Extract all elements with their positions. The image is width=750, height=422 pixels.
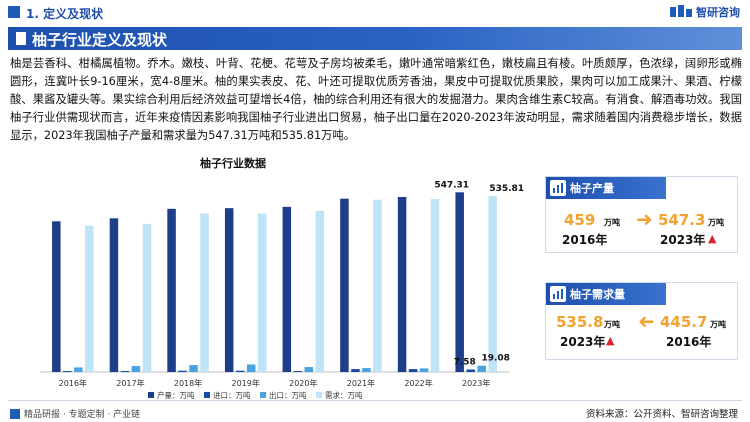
legend-label: 出口：万吨 xyxy=(269,390,307,400)
bar-2021年-需求：万吨 xyxy=(373,199,382,372)
bar-2017年-产量：万吨 xyxy=(109,218,119,372)
bar-2019年-产量：万吨 xyxy=(224,208,234,372)
bar-2023年-产量：万吨 xyxy=(455,192,464,372)
production-2023-year: 2023年 xyxy=(660,233,706,247)
bar-2022年-进口：万吨 xyxy=(408,369,418,372)
production-2023-unit: 万吨 xyxy=(708,218,724,227)
bar-2019年-需求：万吨 xyxy=(257,213,267,372)
data-label: 547.31 xyxy=(434,180,469,190)
x-tick-label: 2019年 xyxy=(232,378,260,388)
x-tick-label: 2023年 xyxy=(462,378,490,388)
arrow-left-icon: ➜ xyxy=(638,309,655,333)
bar-2019年-进口：万吨 xyxy=(235,370,245,372)
bar-2017年-需求：万吨 xyxy=(142,223,152,372)
footer: 精品研报 · 专题定制 · 产业链 资料来源：公开资料、智研咨询整理 xyxy=(0,404,750,422)
bar-2016年-进口：万吨 xyxy=(63,371,72,372)
bar-2018年-需求：万吨 xyxy=(200,213,209,372)
x-tick-label: 2017年 xyxy=(116,378,144,388)
demand-card: 柚子需求量 535.8 万吨 2023年 ▲ ➜ 445.7 万吨 2016年 xyxy=(545,282,738,360)
up-arrow-icon: ▲ xyxy=(708,232,717,245)
bar-2018年-进口：万吨 xyxy=(178,370,187,372)
section-marker-icon xyxy=(8,6,20,18)
production-2016-value: 459 xyxy=(564,211,596,229)
footer-divider xyxy=(8,400,742,401)
bar-2021年-进口：万吨 xyxy=(351,369,360,372)
data-label: 535.81 xyxy=(489,184,524,194)
x-tick-label: 2022年 xyxy=(404,378,432,388)
bar-2019年-出口：万吨 xyxy=(246,364,256,372)
brand-logo[interactable]: 智研咨询 xyxy=(670,4,740,20)
chart-icon xyxy=(550,286,566,302)
footer-tagline-text: 精品研报 · 专题定制 · 产业链 xyxy=(24,410,141,420)
bar-2017年-出口：万吨 xyxy=(131,366,141,372)
legend-label: 产量：万吨 xyxy=(157,390,195,400)
bar-2021年-出口：万吨 xyxy=(362,368,371,372)
bar-2023年-需求：万吨 xyxy=(488,196,497,372)
bar-2018年-产量：万吨 xyxy=(167,208,176,372)
bar-2016年-产量：万吨 xyxy=(52,221,61,372)
demand-2016-unit: 万吨 xyxy=(710,320,726,329)
x-tick-label: 2021年 xyxy=(347,378,375,388)
production-2023-value: 547.3 xyxy=(658,211,706,229)
demand-card-label: 柚子需求量 xyxy=(570,288,625,301)
bar-2022年-出口：万吨 xyxy=(419,368,429,372)
top-bar: 1. 定义及现状 智研咨询 xyxy=(0,0,750,26)
bar-2017年-进口：万吨 xyxy=(120,371,130,372)
brand-mark-icon xyxy=(670,5,692,19)
legend-label: 需求：万吨 xyxy=(325,390,363,400)
data-label: 19.08 xyxy=(481,354,509,364)
up-arrow-icon: ▲ xyxy=(606,334,615,347)
production-card-label: 柚子产量 xyxy=(570,182,614,195)
bar-2020年-出口：万吨 xyxy=(304,367,314,372)
bar-2016年-出口：万吨 xyxy=(74,367,83,372)
x-tick-label: 2018年 xyxy=(174,378,202,388)
chart-icon xyxy=(550,180,566,196)
bar-2023年-出口：万吨 xyxy=(477,365,486,372)
bar-2023年-进口：万吨 xyxy=(466,369,475,372)
bar-2022年-产量：万吨 xyxy=(397,196,407,372)
legend-swatch xyxy=(260,392,266,398)
title-banner: 柚子行业定义及现状 xyxy=(8,27,742,50)
demand-2016-value: 445.7 xyxy=(660,313,708,331)
source-note: 资料来源：公开资料、智研咨询整理 xyxy=(585,409,738,420)
bar-2020年-产量：万吨 xyxy=(282,206,292,372)
production-2016-unit: 万吨 xyxy=(604,218,620,227)
demand-2023-year: 2023年 xyxy=(560,335,606,349)
demand-2016-year: 2016年 xyxy=(666,335,712,349)
x-tick-label: 2016年 xyxy=(59,378,87,388)
demand-2023-value: 535.8 xyxy=(556,313,604,331)
demand-card-header: 柚子需求量 xyxy=(546,283,666,305)
bar-2021年-产量：万吨 xyxy=(340,198,349,372)
bar-2016年-需求：万吨 xyxy=(85,225,94,372)
bar-2018年-出口：万吨 xyxy=(189,365,198,372)
brand-name: 智研咨询 xyxy=(696,6,740,19)
footer-tagline: 精品研报 · 专题定制 · 产业链 xyxy=(10,407,140,420)
demand-2023-unit: 万吨 xyxy=(604,320,620,329)
x-tick-label: 2020年 xyxy=(289,378,317,388)
chart-title: 柚子行业数据 xyxy=(200,157,266,170)
production-2016-year: 2016年 xyxy=(562,233,608,247)
data-label: 7.58 xyxy=(454,358,476,368)
banner-marker-icon xyxy=(16,32,26,45)
intro-paragraph: 柚是芸香科、柑橘属植物。乔木。嫩枝、叶背、花梗、花萼及子房均被柔毛，嫩叶通常暗紫… xyxy=(10,57,742,142)
legend-label: 进口：万吨 xyxy=(213,390,251,400)
legend-swatch xyxy=(316,392,322,398)
production-card-header: 柚子产量 xyxy=(546,177,666,199)
banner-title: 柚子行业定义及现状 xyxy=(32,31,168,49)
production-card: 柚子产量 459 万吨 2016年 ➜ 547.3 万吨 2023年 ▲ xyxy=(545,176,738,253)
arrow-right-icon: ➜ xyxy=(636,207,653,231)
bar-2020年-需求：万吨 xyxy=(315,210,325,372)
footer-marker-icon xyxy=(10,408,20,419)
legend-swatch xyxy=(148,392,154,398)
bar-2022年-需求：万吨 xyxy=(430,198,440,372)
bar-chart: 2016年 2017年 2018年 2019年 2020年 2021年 2022年 2023年… xyxy=(40,180,524,400)
bar-2020年-进口：万吨 xyxy=(293,371,303,372)
legend-swatch xyxy=(204,392,210,398)
section-title: 1. 定义及现状 xyxy=(26,7,104,21)
